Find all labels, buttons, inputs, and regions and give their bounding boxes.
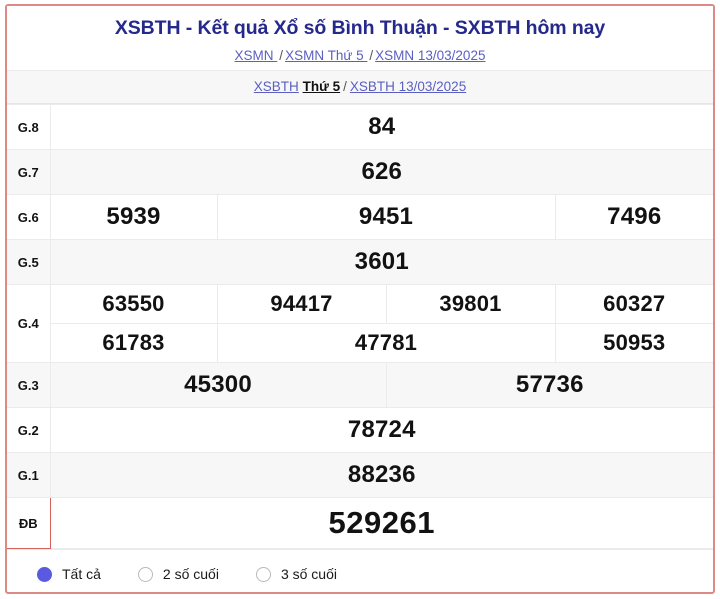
prize-value-g3-1: 45300 — [50, 362, 386, 408]
radio-selected-icon[interactable] — [37, 566, 52, 582]
prize-label-g6: G.6 — [7, 194, 51, 240]
table-row: G.2 78724 — [7, 407, 713, 453]
filter-option-last-2-label: 2 số cuối — [162, 566, 219, 582]
card-header: XSBTH - Kết quả Xổ số Bình Thuận - SXBTH… — [7, 6, 713, 70]
prize-label-g1: G.1 — [7, 452, 51, 498]
results-table: G.8 84 G.7 626 G.6 5939 9451 7496 G.5 36… — [7, 104, 713, 549]
page-title: XSBTH - Kết quả Xổ số Bình Thuận - SXBTH… — [114, 17, 606, 39]
prize-value-g6-3: 7496 — [554, 194, 713, 240]
breadcrumb-link-xsbth[interactable]: XSBTH — [253, 79, 299, 94]
prize-value-g4-1: 63550 — [50, 284, 217, 324]
table-row: ĐB 529261 — [7, 497, 713, 549]
filter-option-last-3[interactable]: 3 số cuối — [255, 566, 337, 582]
filter-option-all-label: Tất cả — [62, 566, 101, 582]
breadcrumb-top: XSMN / XSMN Thứ 5 /XSMN 13/03/2025 — [7, 47, 713, 64]
prize-label-g7: G.7 — [7, 149, 51, 195]
prize-value-g3-2: 57736 — [385, 362, 713, 408]
table-row: G.4 63550 94417 39801 60327 — [7, 284, 713, 363]
prize-value-g7: 626 — [50, 149, 713, 195]
prize-value-g6-1: 5939 — [50, 194, 217, 240]
table-row: G.5 3601 — [7, 239, 713, 285]
filter-option-last-2[interactable]: 2 số cuối — [137, 566, 219, 582]
prize-label-g4: G.4 — [7, 284, 51, 363]
lottery-result-card: XSBTH - Kết quả Xổ số Bình Thuận - SXBTH… — [5, 4, 715, 594]
prize-value-g8: 84 — [50, 104, 713, 150]
prize-value-g5: 3601 — [50, 239, 713, 285]
breadcrumb-separator-3: / — [343, 79, 347, 94]
breadcrumb-weekday-label: Thứ 5 — [302, 79, 341, 94]
subbar: XSBTH Thứ 5/XSBTH 13/03/2025 — [7, 70, 713, 104]
breadcrumb-sub: XSBTH Thứ 5/XSBTH 13/03/2025 — [7, 78, 713, 95]
prize-value-g4-6: 47781 — [216, 323, 555, 363]
breadcrumb-separator-1: / — [279, 48, 284, 63]
filter-option-all[interactable]: Tất cả — [37, 566, 101, 582]
prize-value-g4-4: 60327 — [554, 284, 713, 324]
prize-value-g1: 88236 — [50, 452, 713, 498]
prize-value-g6-2: 9451 — [216, 194, 555, 240]
prize-label-g3: G.3 — [7, 362, 51, 408]
prize-value-g4-7: 50953 — [554, 323, 713, 363]
table-row: 61783 47781 50953 — [7, 323, 713, 363]
radio-unselected-icon[interactable] — [137, 566, 153, 582]
digit-filter-bar: Tất cả 2 số cuối 3 số cuối — [7, 549, 713, 582]
table-row: G.1 88236 — [7, 452, 713, 498]
table-row: G.6 5939 9451 7496 — [7, 194, 713, 240]
prize-value-g4-3: 39801 — [385, 284, 555, 324]
table-row: G.3 45300 57736 — [7, 362, 713, 408]
breadcrumb-link-xsmn-weekday[interactable]: XSMN Thứ 5 — [285, 48, 368, 63]
prize-value-g4-5: 61783 — [50, 323, 217, 363]
radio-unselected-icon[interactable] — [255, 566, 271, 582]
breadcrumb-link-xsmn-date[interactable]: XSMN 13/03/2025 — [375, 48, 486, 63]
breadcrumb-link-xsbth-date[interactable]: XSBTH 13/03/2025 — [349, 79, 467, 94]
table-row: G.8 84 — [7, 104, 713, 150]
prize-label-g5: G.5 — [7, 239, 51, 285]
table-row: G.7 626 — [7, 149, 713, 195]
breadcrumb-link-xsmn[interactable]: XSMN — [234, 48, 278, 63]
breadcrumb-separator-2: / — [369, 48, 374, 63]
prize-label-g2: G.2 — [7, 407, 51, 453]
prize-label-g8: G.8 — [7, 104, 51, 150]
prize-value-db: 529261 — [50, 497, 713, 549]
prize-label-db: ĐB — [7, 497, 51, 549]
prize-value-g2: 78724 — [50, 407, 713, 453]
filter-option-last-3-label: 3 số cuối — [280, 566, 337, 582]
prize-value-g4-2: 94417 — [216, 284, 386, 324]
